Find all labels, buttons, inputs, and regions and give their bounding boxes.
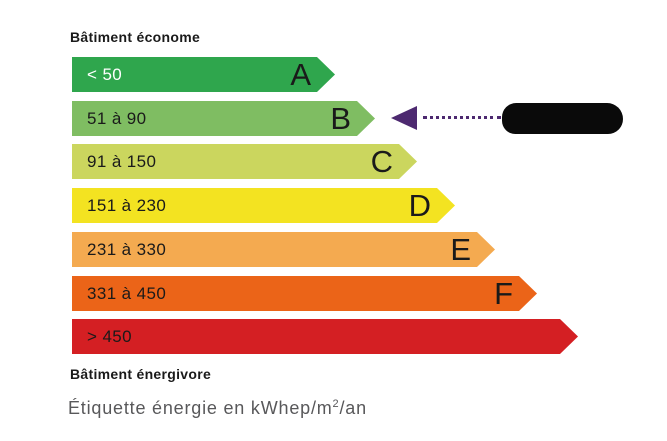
- bar-d-letter: D: [408, 188, 431, 223]
- bar-e-range-label: 231 à 330: [87, 239, 167, 259]
- chart-caption: Étiquette énergie en kWhep/m2/an: [68, 398, 367, 419]
- energy-bar-d: 151 à 230 D: [72, 188, 455, 223]
- bar-a-letter: A: [290, 57, 311, 92]
- bar-c-letter: C: [370, 144, 393, 179]
- bar-e-letter: E: [450, 232, 471, 267]
- energy-bar-e: 231 à 330 E: [72, 232, 495, 267]
- energy-bar-g: > 450: [72, 319, 578, 354]
- energy-bar-a: < 50 A: [72, 57, 335, 92]
- bar-c-range-label: 91 à 150: [87, 151, 157, 171]
- energy-bar-b: 51 à 90 B: [72, 101, 375, 136]
- caption-prefix: Étiquette énergie en kWhep/m: [68, 398, 333, 418]
- caption-superscript: 2: [332, 398, 340, 410]
- energy-bar-f: 331 à 450 F: [72, 276, 537, 311]
- pointer-dotted-line: [423, 116, 501, 119]
- bar-f-range-label: 331 à 450: [87, 283, 167, 303]
- caption-suffix: /an: [339, 398, 367, 418]
- energy-bar-c: 91 à 150 C: [72, 144, 417, 179]
- bar-b-letter: B: [330, 101, 351, 136]
- selected-class-arrow-icon: [391, 106, 417, 130]
- bar-d-range-label: 151 à 230: [87, 195, 167, 215]
- redacted-value-marker: [502, 103, 623, 134]
- energy-intensive-building-label: Bâtiment énergivore: [70, 366, 212, 382]
- bar-f-letter: F: [494, 276, 513, 311]
- bar-g-range-label: > 450: [87, 326, 133, 346]
- bar-b-range-label: 51 à 90: [87, 108, 147, 128]
- bar-a-range-label: < 50: [87, 64, 123, 84]
- economical-building-label: Bâtiment économe: [70, 29, 201, 45]
